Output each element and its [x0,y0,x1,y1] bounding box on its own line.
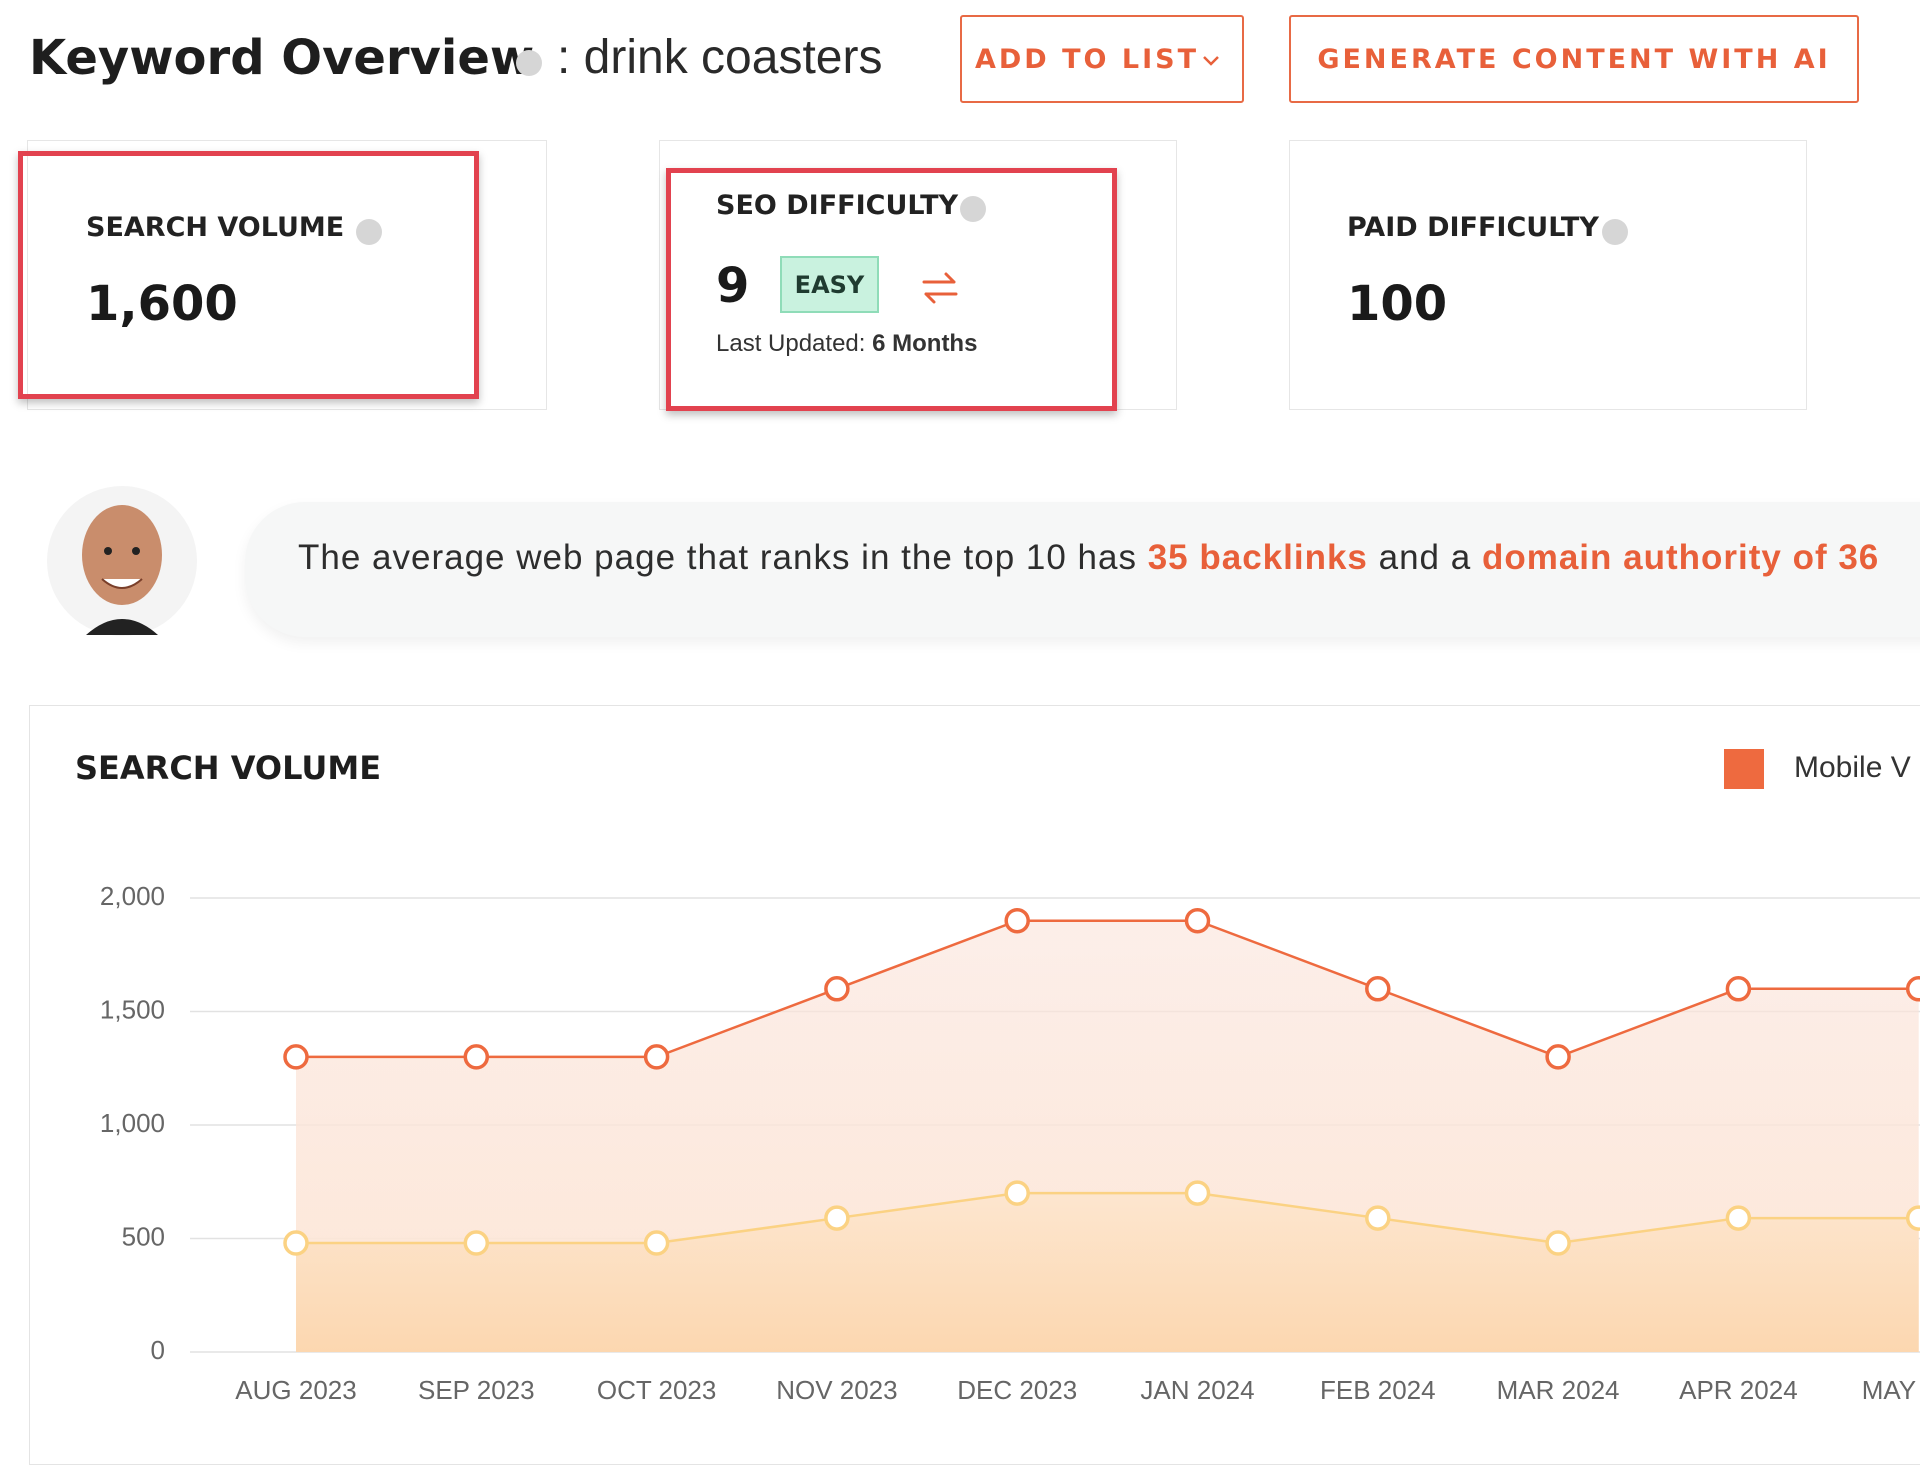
tip-banner [245,502,1920,637]
card [1289,140,1807,410]
highlight-box [666,168,1117,411]
point [1004,907,1030,934]
x-tick-label: JAN 2024 [1140,1375,1254,1405]
point [643,1044,670,1070]
point [1905,976,1920,1002]
point [1905,1205,1920,1231]
generate-button[interactable]: GENERATE CONTENT WITH AI [1289,15,1859,103]
card [27,140,547,410]
help-icon[interactable] [516,50,542,76]
point [1725,1205,1752,1231]
chevron [1203,56,1219,66]
point [643,1230,670,1256]
button-label: GENERATE CONTENT WITH AI [1317,43,1831,75]
tip-text: The average web page that ranks in the t… [298,538,1879,578]
refresh-icon[interactable] [918,266,962,310]
area [296,1193,1919,1352]
y-tick-label: 2,000 [100,881,165,911]
page-title: Keyword Overview [29,30,535,86]
x-tick-label: MAY [1862,1375,1916,1405]
point [1365,976,1391,1002]
card-label: SEARCH VOLUME [86,212,345,243]
chart-title: SEARCH VOLUME [75,749,381,787]
point [1545,1230,1571,1256]
x-tick-label: OCT 2023 [597,1375,716,1405]
point [1725,976,1752,1002]
x-tick-label: AUG 2023 [235,1375,356,1405]
tip-plain: and a [1367,538,1482,577]
highlight-box [18,151,479,399]
card-value: 1,600 [86,276,238,332]
line [296,1191,1919,1245]
x-tick-label: APR 2024 [1679,1375,1798,1405]
x-tick-label: DEC 2023 [957,1375,1077,1405]
point [824,1205,850,1231]
card-value: 9 [716,258,750,314]
x-tick-label: FEB 2024 [1320,1375,1436,1405]
difficulty-badge: EASY [780,256,879,313]
point [1184,907,1211,934]
x-tick-label: SEP 2023 [418,1375,535,1405]
help-icon[interactable] [1602,219,1628,245]
legend-swatch [1724,749,1764,789]
point [463,1044,490,1070]
help-icon[interactable] [356,219,382,245]
button-label: ADD TO LIST [974,43,1199,75]
point [283,1230,309,1256]
card-label: SEO DIFFICULTY [716,190,959,221]
x-tick-label: NOV 2023 [776,1375,897,1405]
last-updated: Last Updated: 6 Months [716,330,977,358]
y-tick-label: 1,000 [100,1108,165,1138]
x-tick-label: MAR 2024 [1497,1375,1620,1405]
avatar [47,486,197,636]
point [463,1230,490,1256]
tip-highlight: domain authority of 36 [1481,538,1880,577]
y-tick-label: 0 [151,1335,165,1365]
point [283,1044,309,1070]
keyword: : drink coasters [557,31,883,84]
help-icon[interactable] [960,196,986,222]
legend-label: Mobile V [1794,751,1911,784]
tip-highlight: 35 backlinks [1147,538,1368,577]
point [1004,1180,1030,1206]
y-tick-label: 500 [122,1221,165,1251]
updated-value: 6 Months [872,330,978,357]
grid [190,897,1920,1353]
card-value: 100 [1347,276,1448,332]
card [659,140,1177,410]
card-label: PAID DIFFICULTY [1347,212,1599,243]
updated-label: Last Updated: [716,330,866,357]
line [296,919,1919,1059]
point [1545,1044,1571,1070]
point [1184,1180,1211,1206]
point [824,976,850,1002]
y-tick-label: 1,500 [100,994,165,1024]
tip-plain: The average web page that ranks in the t… [298,538,1148,577]
add-to-list-button[interactable]: ADD TO LIST [960,15,1244,103]
point [1365,1205,1391,1231]
